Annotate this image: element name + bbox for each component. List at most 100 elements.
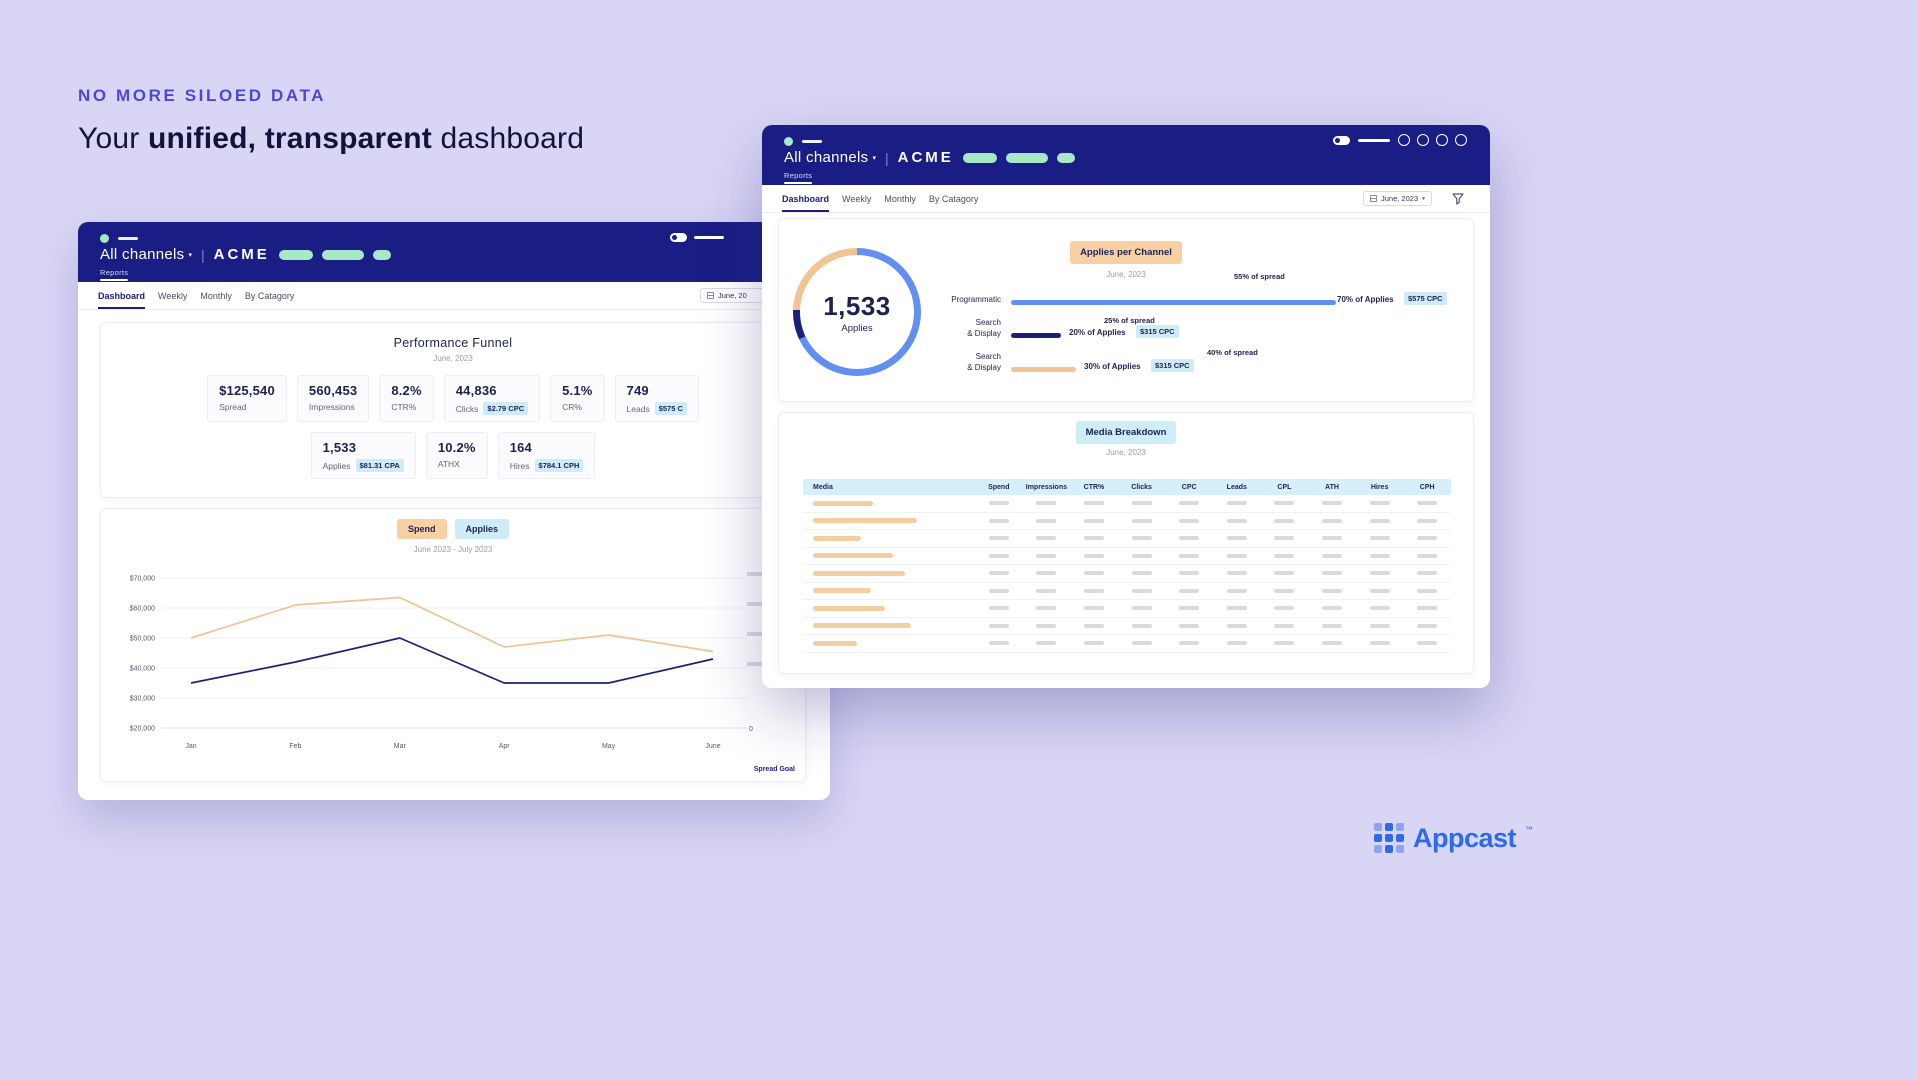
- redacted-value: [1417, 501, 1438, 506]
- channel-applies-pct: 30% of Applies: [1084, 362, 1141, 371]
- metric-label: CR%: [562, 402, 582, 412]
- legend-applies-button[interactable]: Applies: [454, 519, 510, 539]
- redacted-value: [1036, 501, 1057, 506]
- svg-text:$30,000: $30,000: [130, 696, 155, 703]
- tab-monthly[interactable]: Monthly: [200, 290, 232, 301]
- chevron-down-icon[interactable]: ▾: [188, 251, 192, 259]
- redacted-value: [1179, 641, 1200, 646]
- redacted-value: [988, 623, 1009, 628]
- tab-by-catagory[interactable]: By Catagory: [244, 290, 295, 301]
- header-circle-control[interactable]: [1455, 134, 1467, 146]
- redacted-value: [1417, 623, 1438, 628]
- toggle-knob: [672, 235, 677, 240]
- header-toggle[interactable]: [670, 233, 687, 242]
- tab-by-catagory[interactable]: By Catagory: [928, 193, 979, 204]
- redacted-value: [988, 553, 1009, 558]
- redacted-value: [1036, 588, 1057, 593]
- redacted-value: [1083, 518, 1104, 523]
- channel-name: Programmatic: [951, 295, 1001, 304]
- media-col-impressions: Impressions: [1025, 483, 1068, 491]
- date-picker[interactable]: June, 2023 ▾: [1363, 191, 1432, 206]
- channel-name: Search & Display: [967, 318, 1001, 339]
- metric-cr-: 5.1% CR%: [550, 375, 605, 422]
- channel-spread-pct: 25% of spread: [1104, 316, 1155, 325]
- legend-spend-button[interactable]: Spend: [396, 519, 447, 539]
- header-circle-control[interactable]: [1417, 134, 1429, 146]
- redacted-value: [1179, 553, 1200, 558]
- funnel-metrics-row-2: 1,533 Applies $81.31 CPA 10.2% ATHX 164 Hires $…: [101, 432, 805, 479]
- metric-leads: 749 Leads $575 C: [614, 375, 699, 422]
- channel-row-search-display-1: Search & Display 20% of Applies $315 CPC: [779, 317, 1473, 347]
- svg-text:Mar: Mar: [394, 743, 407, 750]
- left-tabs: Dashboard Weekly Monthly By Catagory: [98, 282, 294, 309]
- redacted-value: [1369, 518, 1390, 523]
- left-tabbar: Dashboard Weekly Monthly By Catagory June, …: [78, 282, 830, 310]
- svg-text:May: May: [602, 743, 616, 750]
- chevron-down-icon[interactable]: ▾: [872, 154, 876, 162]
- redacted-value: [1321, 536, 1342, 541]
- redacted-value: [1226, 606, 1247, 611]
- tab-dashboard[interactable]: Dashboard: [782, 185, 830, 212]
- window-right: All channels ▾ | ACME Reports Dashboard W…: [762, 125, 1490, 688]
- appcast-grid-icon: [1374, 823, 1404, 853]
- calendar-icon: [707, 292, 714, 299]
- channel-name: Search & Display: [967, 352, 1001, 373]
- appcast-logo: Appcast ™: [1374, 820, 1533, 856]
- redacted-value: [988, 588, 1009, 593]
- metric-value: 44,836: [455, 383, 497, 398]
- metric-value: 10.2%: [437, 440, 476, 455]
- tab-weekly[interactable]: Weekly: [158, 290, 188, 301]
- redacted-value: [1131, 518, 1152, 523]
- redacted-value: [988, 571, 1009, 576]
- media-col-hires: Hires: [1370, 483, 1389, 491]
- header-circle-control[interactable]: [1436, 134, 1448, 146]
- metric-clicks: 44,836 Clicks $2.79 CPC: [443, 375, 541, 422]
- redacted-value: [1226, 623, 1247, 628]
- redacted-media-name: [813, 640, 857, 646]
- redacted-value: [988, 606, 1009, 611]
- redacted-value: [1226, 571, 1247, 576]
- redacted-value: [988, 501, 1009, 506]
- metric-badge: $575 C: [654, 402, 687, 415]
- redacted-value: [1131, 623, 1152, 628]
- media-table-row: [803, 530, 1451, 548]
- redacted-value: [1369, 623, 1390, 628]
- performance-funnel-card: Performance Funnel June, 2023 $125,540 Sp…: [100, 322, 806, 498]
- redacted-value: [1274, 518, 1295, 523]
- redacted-value: [1036, 623, 1057, 628]
- brand-name[interactable]: All channels: [100, 246, 185, 263]
- tab-monthly[interactable]: Monthly: [884, 193, 916, 204]
- brand-row: All channels ▾ | ACME: [784, 149, 1075, 166]
- metric-badge: $2.79 CPC: [483, 402, 529, 415]
- metric-badge: $784.1 CPH: [534, 459, 584, 472]
- redacted-value: [1226, 536, 1247, 541]
- tab-dashboard[interactable]: Dashboard: [98, 282, 146, 309]
- header-toggle[interactable]: [1333, 136, 1350, 145]
- redacted-value: [1274, 641, 1295, 646]
- redacted-pill: [372, 249, 391, 260]
- redacted-value: [1131, 606, 1152, 611]
- nav-reports[interactable]: Reports: [784, 171, 812, 184]
- tab-weekly[interactable]: Weekly: [842, 193, 872, 204]
- redacted-value: [1226, 553, 1247, 558]
- redacted-value: [1036, 641, 1057, 646]
- hero-title-pre: Your: [78, 122, 148, 155]
- calendar-icon: [1370, 195, 1377, 202]
- redacted-value: [1417, 553, 1438, 558]
- metric-applies: 1,533 Applies $81.31 CPA: [310, 432, 416, 479]
- header-circle-control[interactable]: [1398, 134, 1410, 146]
- svg-text:$40,000: $40,000: [130, 666, 155, 673]
- header-line: [694, 236, 724, 239]
- redacted-value: [1083, 623, 1104, 628]
- redacted-value: [1083, 641, 1104, 646]
- redacted-value: [1179, 518, 1200, 523]
- nav-reports[interactable]: Reports: [100, 268, 128, 281]
- redacted-value: [988, 536, 1009, 541]
- redacted-value: [1274, 623, 1295, 628]
- channel-spread-bar: [1011, 300, 1336, 305]
- trend-chart-card: Spend Applies June 2023 - July 2023 $70,…: [100, 508, 806, 782]
- filter-icon[interactable]: [1452, 193, 1464, 205]
- metric-value: 5.1%: [562, 383, 593, 398]
- redacted-pill: [1056, 152, 1075, 163]
- brand-name[interactable]: All channels: [784, 149, 869, 166]
